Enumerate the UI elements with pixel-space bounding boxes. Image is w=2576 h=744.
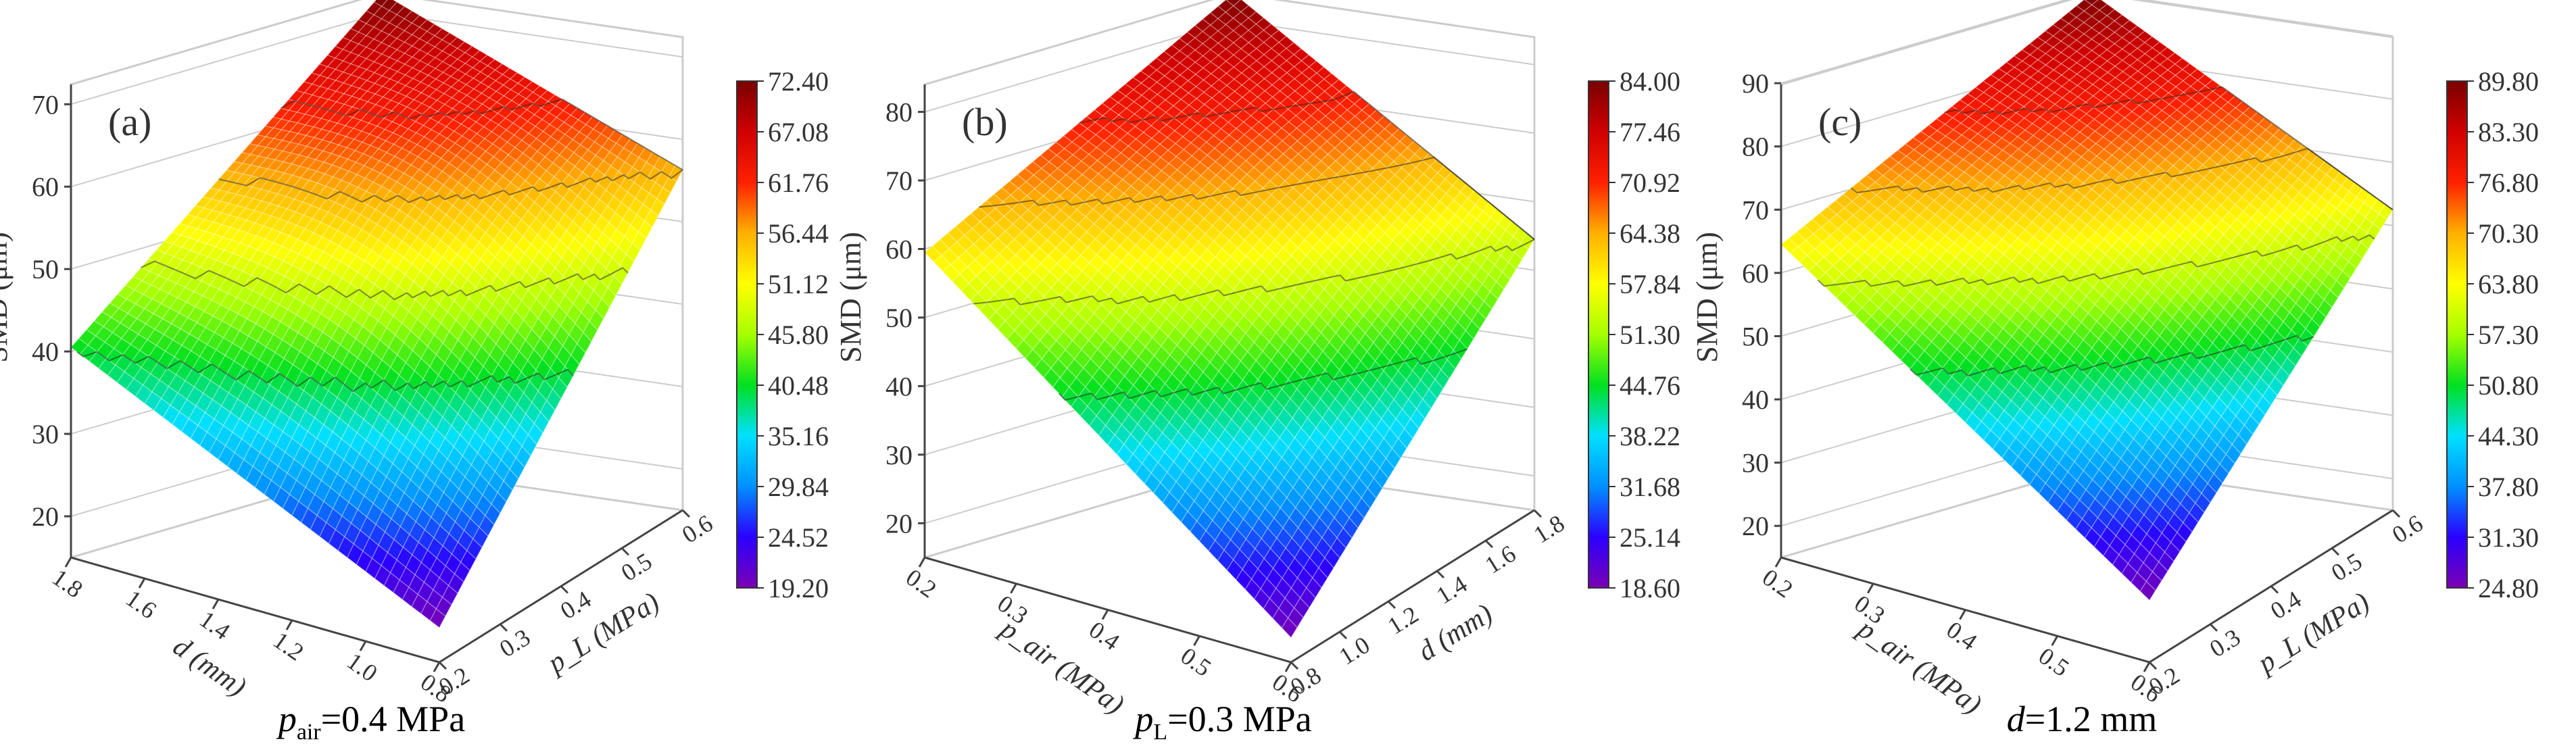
z-axis: 20 30 40 50 60 70 80 SMD (μm) [834, 84, 926, 557]
left-tick-label: 0.4 [1084, 616, 1125, 655]
z-tick-label: 50 [885, 303, 913, 333]
caption-value: =0.3 MPa [1167, 699, 1312, 739]
colorbar-tick-label: 61.76 [768, 168, 829, 198]
right-tick-label: 0.4 [556, 585, 596, 624]
caption-variable: p [276, 699, 297, 739]
panel-caption: pair=0.4 MPa [276, 699, 465, 744]
z-tick-label: 70 [32, 89, 59, 120]
right-tick-label: 1.4 [1432, 570, 1472, 610]
colorbar-tick-label: 72.40 [768, 66, 829, 97]
colorbar-scale [1588, 80, 1609, 589]
right-tick [621, 547, 630, 556]
z-tick-label: 70 [885, 166, 913, 196]
colorbar-tick-label: 67.08 [768, 117, 829, 147]
colorbar-tick-label: 51.12 [768, 269, 829, 299]
z-tick-label: 50 [32, 254, 59, 284]
surface [924, 0, 1535, 639]
right-tick [1338, 630, 1348, 640]
right-tick-label: 0.3 [495, 624, 535, 663]
colorbar-tick-label: 44.76 [1620, 370, 1680, 401]
right-tick-label: 1.8 [1529, 510, 1569, 549]
z-axis: 20 30 40 50 60 70 SMD (μm) [0, 84, 72, 557]
colorbar-tick-label: 40.48 [768, 370, 829, 401]
colorbar: 72.40 67.08 61.76 56.44 51.12 45.80 40.48 35.16… [736, 66, 829, 603]
right-axis-label: d (mm) [1413, 598, 1498, 668]
colorbar-tick-label: 64.38 [1620, 218, 1680, 249]
colorbar-scale [736, 80, 758, 589]
caption-variable: p [1132, 699, 1153, 739]
colorbar-tick-label: 57.84 [1620, 269, 1680, 299]
panel-caption: pL=0.3 MPa [1132, 699, 1311, 744]
colorbar-tick-label: 19.20 [768, 573, 829, 603]
colorbar-tick-label: 25.14 [1620, 522, 1680, 553]
colorbar-tick-label: 77.46 [1620, 117, 1680, 147]
right-tick-label: 0.6 [677, 510, 717, 549]
z-tick-label: 30 [885, 440, 913, 470]
right-tick [1290, 661, 1299, 670]
colorbar-tick-label: 51.30 [1620, 320, 1680, 350]
colorbar-tick-label: 35.16 [768, 421, 829, 451]
colorbar-tick-label: 70.92 [1620, 168, 1680, 198]
surface [1780, 0, 2393, 601]
colorbar-tick-label: 56.44 [768, 218, 829, 249]
left-tick-label: 1.8 [47, 564, 88, 603]
left-axis-label: d (mm) [168, 631, 252, 703]
right-tick-label: 0.5 [616, 547, 656, 587]
z-axis-label: SMD (μm) [0, 232, 14, 363]
right-tick [681, 509, 691, 518]
z-tick-label: 40 [885, 371, 913, 401]
z-tick-label: 20 [885, 508, 913, 539]
right-tick [1533, 509, 1542, 518]
right-tick [1484, 539, 1494, 549]
colorbar-tick-label: 29.84 [768, 472, 829, 502]
right-tick-label: 1.6 [1480, 540, 1520, 579]
colorbar: 84.00 77.46 70.92 64.38 57.84 51.30 44.76 38.22… [1588, 66, 1680, 603]
colorbar-tick-label: 45.80 [768, 320, 829, 350]
z-tick-label: 30 [32, 419, 59, 449]
panel-label: (a) [108, 100, 151, 144]
right-tick [1387, 600, 1396, 610]
right-tick [560, 585, 569, 594]
left-tick-label: 1.0 [342, 647, 383, 687]
colorbar-tick-label: 84.00 [1620, 66, 1680, 97]
right-tick-label: 1.0 [1334, 631, 1374, 670]
caption-subscript: air [297, 720, 322, 744]
left-tick-label: 1.2 [268, 626, 309, 666]
caption-subscript: L [1153, 720, 1167, 744]
left-tick-label: 1.4 [195, 605, 235, 645]
right-tick-label: 1.2 [1383, 601, 1423, 640]
right-tick [438, 661, 447, 670]
right-tick [499, 623, 508, 632]
colorbar-tick-label: 31.68 [1620, 472, 1680, 502]
z-tick-label: 60 [885, 234, 913, 264]
z-tick-label: 20 [32, 501, 59, 532]
z-axis-label: SMD (μm) [834, 232, 867, 363]
colorbar-tick-label: 38.22 [1620, 421, 1680, 451]
colorbar-tick-label: 24.52 [768, 522, 829, 553]
z-tick-label: 60 [32, 172, 59, 202]
z-tick-label: 40 [32, 337, 59, 367]
z-tick-label: 80 [885, 97, 913, 128]
left-tick-label: 1.6 [121, 585, 162, 624]
surface [70, 0, 683, 628]
left-tick-label: 0.5 [1175, 642, 1216, 682]
right-tick [1436, 570, 1445, 579]
left-tick-label: 0.2 [901, 564, 942, 603]
colorbar-tick-label: 18.60 [1620, 573, 1680, 603]
panel-label: (b) [962, 100, 1008, 144]
caption-value: =0.4 MPa [321, 699, 466, 739]
